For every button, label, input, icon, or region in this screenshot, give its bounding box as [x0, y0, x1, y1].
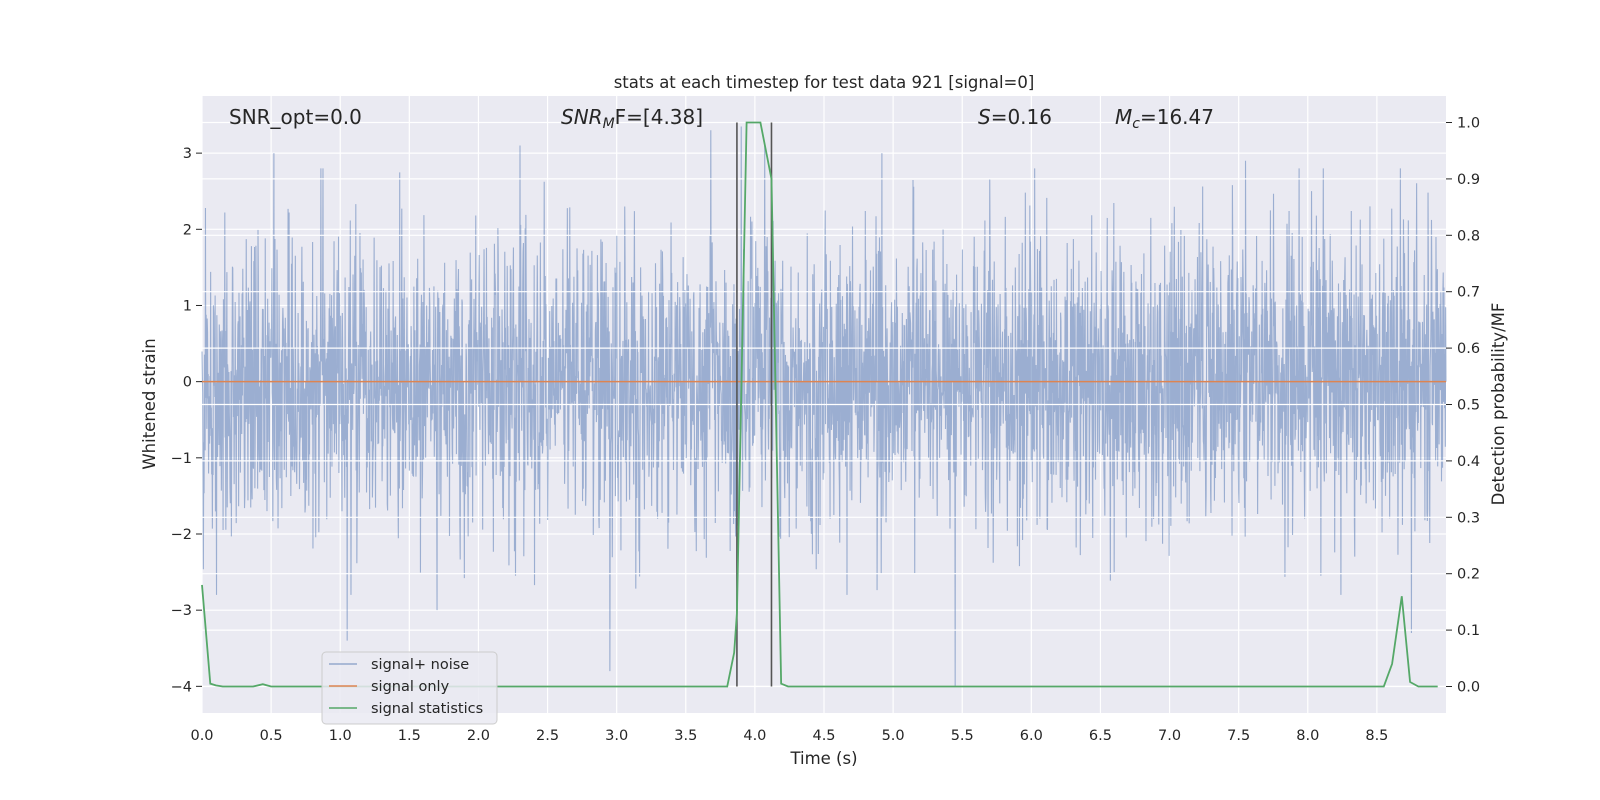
- x-tick-label: 0.5: [260, 728, 283, 744]
- x-tick-label: 5.0: [882, 728, 905, 744]
- y-tick-label: −1: [171, 451, 192, 467]
- y-tick-label: 0: [183, 375, 192, 391]
- annotation-mc-rest: =16.47: [1140, 105, 1214, 129]
- annotation-snr-mf-base: SNR: [561, 105, 603, 129]
- signal-statistics-line: [201, 121, 1438, 688]
- y2-tick-label: 0.7: [1457, 285, 1480, 301]
- x-tick-labels: 0.0 0.5 1.0 1.5 2.0 2.5 3.0 3.5 4.0 4.5 5.0 5.5 6.0 6…: [190, 728, 1388, 744]
- x-tick-label: 7.0: [1158, 728, 1181, 744]
- x-tick-label: 1.5: [398, 728, 421, 744]
- x-tick-label: 5.5: [951, 728, 974, 744]
- x-tick-label: 3.5: [674, 728, 697, 744]
- legend-label-signal-statistics: signal statistics: [371, 701, 483, 717]
- annotation-mc: Mc=16.47: [1115, 105, 1214, 132]
- x-tick-label: 7.5: [1227, 728, 1250, 744]
- signal-noise-line: [201, 126, 1447, 687]
- y2-tick-label: 0.8: [1457, 228, 1480, 244]
- y2-tick-label: 0.4: [1457, 454, 1480, 470]
- annotation-s-italic: S: [978, 105, 991, 129]
- y2-tick-labels: 0.0 0.1 0.2 0.3 0.4 0.5 0.6 0.7 0.8 0.9 1.0: [1446, 116, 1480, 695]
- y2-tick-label: 0.2: [1457, 567, 1480, 583]
- annotation-s-rest: =0.16: [991, 105, 1052, 129]
- legend-label-signal-only: signal only: [371, 679, 450, 695]
- x-tick-label: 0.0: [190, 728, 213, 744]
- x-tick-label: 8.0: [1296, 728, 1319, 744]
- y2-tick-label: 0.6: [1457, 341, 1480, 357]
- x-tick-label: 4.0: [743, 728, 766, 744]
- annotation-mc-sub: c: [1132, 116, 1140, 132]
- y2-tick-label: 0.5: [1457, 398, 1480, 414]
- y2-tick-label: 0.9: [1457, 172, 1480, 188]
- x-tick-label: 8.5: [1365, 728, 1388, 744]
- x-tick-label: 4.5: [812, 728, 835, 744]
- x-tick-label: 1.0: [329, 728, 352, 744]
- x-tick-label: 3.0: [605, 728, 628, 744]
- chart-title: stats at each timestep for test data 921…: [614, 73, 1035, 92]
- y2-tick-label: 0.1: [1457, 623, 1480, 639]
- y-tick-label: 1: [183, 298, 192, 314]
- y2-tick-label: 0.3: [1457, 510, 1480, 526]
- legend-box: [321, 651, 498, 725]
- series-signal-statistics: [201, 121, 1438, 688]
- legend: signal+ noise signal only signal statist…: [321, 651, 498, 725]
- y-axis-label: Whitened strain: [140, 338, 159, 469]
- x-tick-label: 2.0: [467, 728, 490, 744]
- annotation-mc-base: M: [1115, 105, 1132, 129]
- annotation-snr-mf-rest: F=[4.38]: [615, 105, 703, 129]
- y2-axis-label: Detection probability/MF: [1489, 303, 1508, 506]
- x-axis-label: Time (s): [789, 749, 857, 768]
- y2-tick-label: 1.0: [1457, 116, 1480, 132]
- right-axis-grid: [202, 121, 1446, 688]
- legend-label-signal-noise: signal+ noise: [371, 657, 469, 673]
- y-tick-label: −3: [171, 603, 192, 619]
- annotation-snr-opt: SNR_opt=0.0: [229, 105, 362, 129]
- y2-tick-label: 0.0: [1457, 679, 1480, 695]
- annotation-snr-mf-sub: M: [603, 116, 615, 132]
- series-signal-noise: [201, 126, 1447, 687]
- y-tick-label: −2: [171, 527, 192, 543]
- y-tick-label: 3: [183, 146, 192, 162]
- x-tick-label: 6.5: [1089, 728, 1112, 744]
- annotation-s: S=0.16: [978, 105, 1052, 129]
- annotation-snr-mf: SNRMF=[4.38]: [561, 105, 703, 132]
- y-tick-labels: −4 −3 −2 −1 0 1 2 3: [171, 146, 202, 695]
- x-tick-label: 6.0: [1020, 728, 1043, 744]
- y-tick-label: 2: [183, 222, 192, 238]
- x-tick-label: 2.5: [536, 728, 559, 744]
- y-tick-label: −4: [171, 679, 192, 695]
